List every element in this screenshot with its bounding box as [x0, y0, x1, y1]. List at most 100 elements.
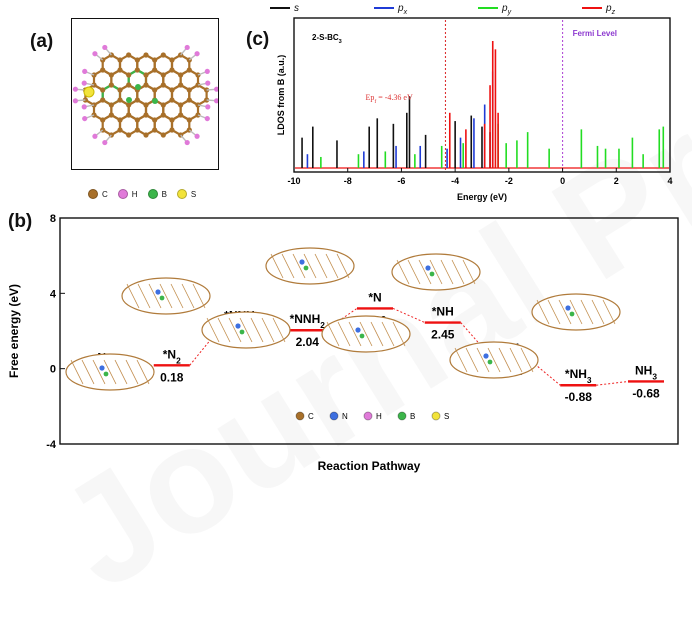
carbon-atom	[100, 97, 106, 103]
carbon-atom	[178, 72, 184, 78]
atom-dot-icon	[117, 189, 128, 199]
nitrogen-atom	[155, 289, 161, 295]
x-tick-label: -8	[344, 176, 352, 186]
intermediate-label: *NNH2	[290, 312, 326, 330]
legend-label: p	[606, 3, 612, 14]
legend-atom-symbol: H	[376, 412, 382, 421]
carbon-atom	[178, 82, 184, 88]
lattice-hatch	[392, 321, 406, 347]
hydrogen-atom	[205, 104, 211, 110]
x-tick-label: 0	[560, 176, 565, 186]
x-axis-title: Energy (eV)	[457, 192, 507, 202]
carbon-atom	[100, 117, 106, 123]
atom-dot-icon	[295, 411, 305, 421]
connector-line	[324, 307, 358, 331]
y-axis-title: Free energy (eV)	[7, 284, 21, 378]
legend-label: s	[294, 3, 299, 14]
legend-atom-symbol: S	[190, 189, 197, 199]
carbon-atom	[160, 102, 166, 108]
intermediate-label: *NH	[432, 305, 454, 319]
boron-atom	[103, 371, 109, 377]
legend-atom-symbol: B	[161, 189, 167, 199]
carbon-atom	[100, 87, 106, 93]
hydrogen-atom	[194, 133, 200, 139]
carbon-atom	[126, 72, 132, 78]
carbon-atom	[126, 82, 132, 88]
carbon-atom	[186, 87, 192, 93]
legend-swatch	[582, 7, 602, 10]
lattice-hatch	[239, 317, 253, 343]
dos-legend-item: py	[478, 3, 511, 16]
panel-c-label: (c)	[246, 29, 270, 50]
carbon-atom	[126, 112, 132, 118]
carbon-atom	[117, 117, 123, 123]
carbon-atom	[169, 97, 175, 103]
atom-dot-icon	[397, 411, 407, 421]
x-tick-label: 4	[667, 176, 672, 186]
hydrogen-atom	[81, 104, 87, 110]
dos-legend-item: pz	[582, 3, 615, 16]
lattice-hatch	[370, 321, 384, 347]
lattice-hatch	[407, 259, 421, 285]
lattice-hatch	[558, 299, 572, 325]
intermediate-label: NH3	[635, 363, 657, 381]
energy-value-label: -0.68	[632, 386, 660, 400]
nitrogen-atom	[483, 353, 489, 359]
legend-item-b: B	[147, 189, 167, 199]
hydrogen-atom	[102, 139, 108, 146]
lattice-hatch	[70, 359, 84, 385]
carbon-atom	[143, 132, 149, 138]
legend-label-sub: x	[403, 9, 408, 16]
dos-legend: s px py pz	[270, 3, 690, 19]
carbon-atom	[195, 82, 201, 88]
boron-atom	[239, 329, 245, 335]
legend-item-c: C	[88, 189, 108, 199]
y-tick-label: 0	[50, 364, 56, 376]
boron-atom	[487, 359, 493, 365]
legend-atom-symbol: C	[102, 189, 108, 199]
dos-chart: 2-S-BC3 Epf = -4.36 eV Fermi Level -10 -8 -6 -…	[276, 17, 673, 202]
energy-value-label: 2.45	[431, 328, 455, 342]
carbon-atom	[134, 127, 140, 133]
boron-atom	[569, 311, 575, 317]
lattice-hatch	[440, 259, 454, 285]
lattice-hatch	[569, 299, 583, 325]
x-axis-title: Reaction Pathway	[318, 459, 421, 473]
hydrogen-atom	[213, 86, 220, 92]
x-tick-label: -6	[397, 176, 405, 186]
carbon-atom	[143, 102, 149, 108]
molecule-structure-a	[72, 44, 220, 146]
atom-dot-icon	[431, 411, 441, 421]
carbon-atom	[152, 87, 158, 93]
legend-label: p	[502, 3, 508, 14]
lattice-hatch	[192, 283, 206, 309]
lattice-hatch	[181, 283, 195, 309]
nitrogen-atom	[235, 323, 241, 329]
nitrogen-atom	[565, 305, 571, 311]
lattice-hatch	[325, 253, 339, 279]
lattice-hatch	[509, 347, 523, 373]
hydrogen-atom	[92, 133, 98, 139]
carbon-atom	[152, 57, 158, 63]
carbon-atom	[134, 57, 140, 63]
hydrogen-atom	[82, 115, 88, 122]
carbon-atom	[91, 72, 97, 78]
hydrogen-atom	[194, 51, 200, 57]
hydrogen-atom	[213, 98, 220, 104]
carbon-atom	[117, 87, 123, 93]
fe-plot-frame	[59, 217, 679, 445]
dos-plot-frame	[293, 17, 671, 173]
carbon-atom	[143, 72, 149, 78]
carbon-atom	[169, 117, 175, 123]
atom-dot-icon	[176, 189, 187, 199]
lattice-hatch	[381, 321, 395, 347]
connector-line	[528, 358, 561, 386]
carbon-atom	[100, 67, 106, 73]
lattice-hatch	[281, 253, 295, 279]
dos-legend-item: px	[374, 3, 407, 16]
carbon-atom	[117, 127, 123, 133]
legend-label: p	[398, 3, 404, 14]
hydrogen-atom	[204, 68, 210, 75]
lattice-hatch	[250, 317, 264, 343]
energy-value-label: -0.88	[565, 390, 593, 404]
